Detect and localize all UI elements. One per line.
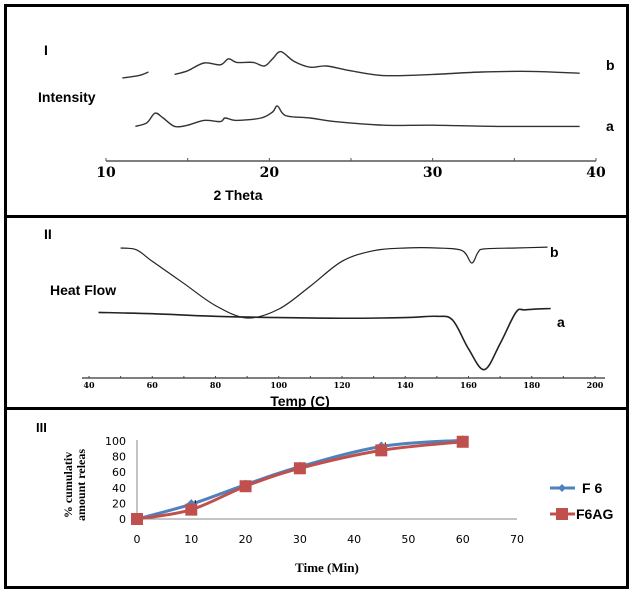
x-tick-label: 20 xyxy=(260,165,280,181)
x-tick-label: 10 xyxy=(184,533,198,546)
series-b-line xyxy=(120,246,548,319)
x-tick-label: 30 xyxy=(293,533,307,546)
y-tick-label: 0 xyxy=(119,513,126,526)
x-tick-label: 160 xyxy=(460,380,477,390)
y-tick-label: 20 xyxy=(112,497,126,510)
x-tick-label: 40 xyxy=(83,380,95,390)
x-axis-label: Time (Min) xyxy=(295,560,359,575)
legend: F 6 F6AG xyxy=(550,480,613,522)
x-axis-label: Temp (C) xyxy=(270,393,330,409)
series-a-line xyxy=(135,105,580,128)
y-tick-label: 60 xyxy=(112,466,126,479)
x-tick-label: 60 xyxy=(147,380,159,390)
x-tick-label: 10 xyxy=(96,165,116,181)
panel-release xyxy=(4,407,629,589)
series-a-label: a xyxy=(606,118,614,134)
data-point-f6ag xyxy=(375,444,388,457)
x-tick-label: 100 xyxy=(270,380,287,390)
data-point-f6ag xyxy=(239,480,252,493)
x-tick-label: 180 xyxy=(523,380,540,390)
series-b-label: b xyxy=(606,57,615,73)
release-chart: III % cumulativ amount releas Time (Min)… xyxy=(36,420,613,575)
series-b-label: b xyxy=(550,244,559,260)
x-tick-label: 200 xyxy=(587,380,604,390)
y-axis-label: Intensity xyxy=(38,89,96,105)
x-tick-label: 80 xyxy=(210,380,222,390)
series-b-line xyxy=(122,71,149,79)
series-a-label: a xyxy=(557,314,565,330)
x-tick-label: 40 xyxy=(347,533,361,546)
y-tick-label: 100 xyxy=(105,435,126,448)
dsc-chart: II Heat Flow Temp (C) 40 60 80 100 120 140 160… xyxy=(44,226,605,409)
data-point-f6ag xyxy=(185,503,198,516)
series-b-line xyxy=(174,50,580,77)
xrd-chart: I Intensity 2 Theta 10 20 30 40 b a xyxy=(38,42,615,203)
x-tick-label: 50 xyxy=(401,533,415,546)
legend-marker-diamond xyxy=(558,484,566,492)
x-axis-label: 2 Theta xyxy=(213,187,262,203)
x-tick-label: 40 xyxy=(586,165,606,181)
legend-marker-square xyxy=(556,508,568,520)
data-point-f6ag xyxy=(456,435,469,448)
y-axis-label: Heat Flow xyxy=(50,282,116,298)
y-tick-label: 80 xyxy=(112,451,126,464)
x-tick-label: 30 xyxy=(423,165,443,181)
y-axis-label-line2: amount releas xyxy=(74,449,88,521)
x-tick-label: 0 xyxy=(134,533,141,546)
y-tick-label: 40 xyxy=(112,482,126,495)
panel-label-iii: III xyxy=(36,420,47,435)
x-tick-label: 120 xyxy=(334,380,351,390)
series-a-line xyxy=(98,307,551,371)
panel-xrd xyxy=(4,4,629,218)
x-tick-label: 20 xyxy=(239,533,253,546)
data-point-f6ag xyxy=(293,462,306,475)
x-tick-label: 70 xyxy=(510,533,524,546)
y-axis-label-line1: % cumulativ xyxy=(61,452,75,518)
panel-label-i: I xyxy=(44,42,48,58)
x-tick-label: 140 xyxy=(397,380,414,390)
data-point-f6ag xyxy=(131,513,143,525)
panel-label-ii: II xyxy=(44,226,52,242)
legend-label: F6AG xyxy=(576,506,613,522)
legend-label: F 6 xyxy=(582,480,602,496)
x-tick-label: 60 xyxy=(456,533,470,546)
